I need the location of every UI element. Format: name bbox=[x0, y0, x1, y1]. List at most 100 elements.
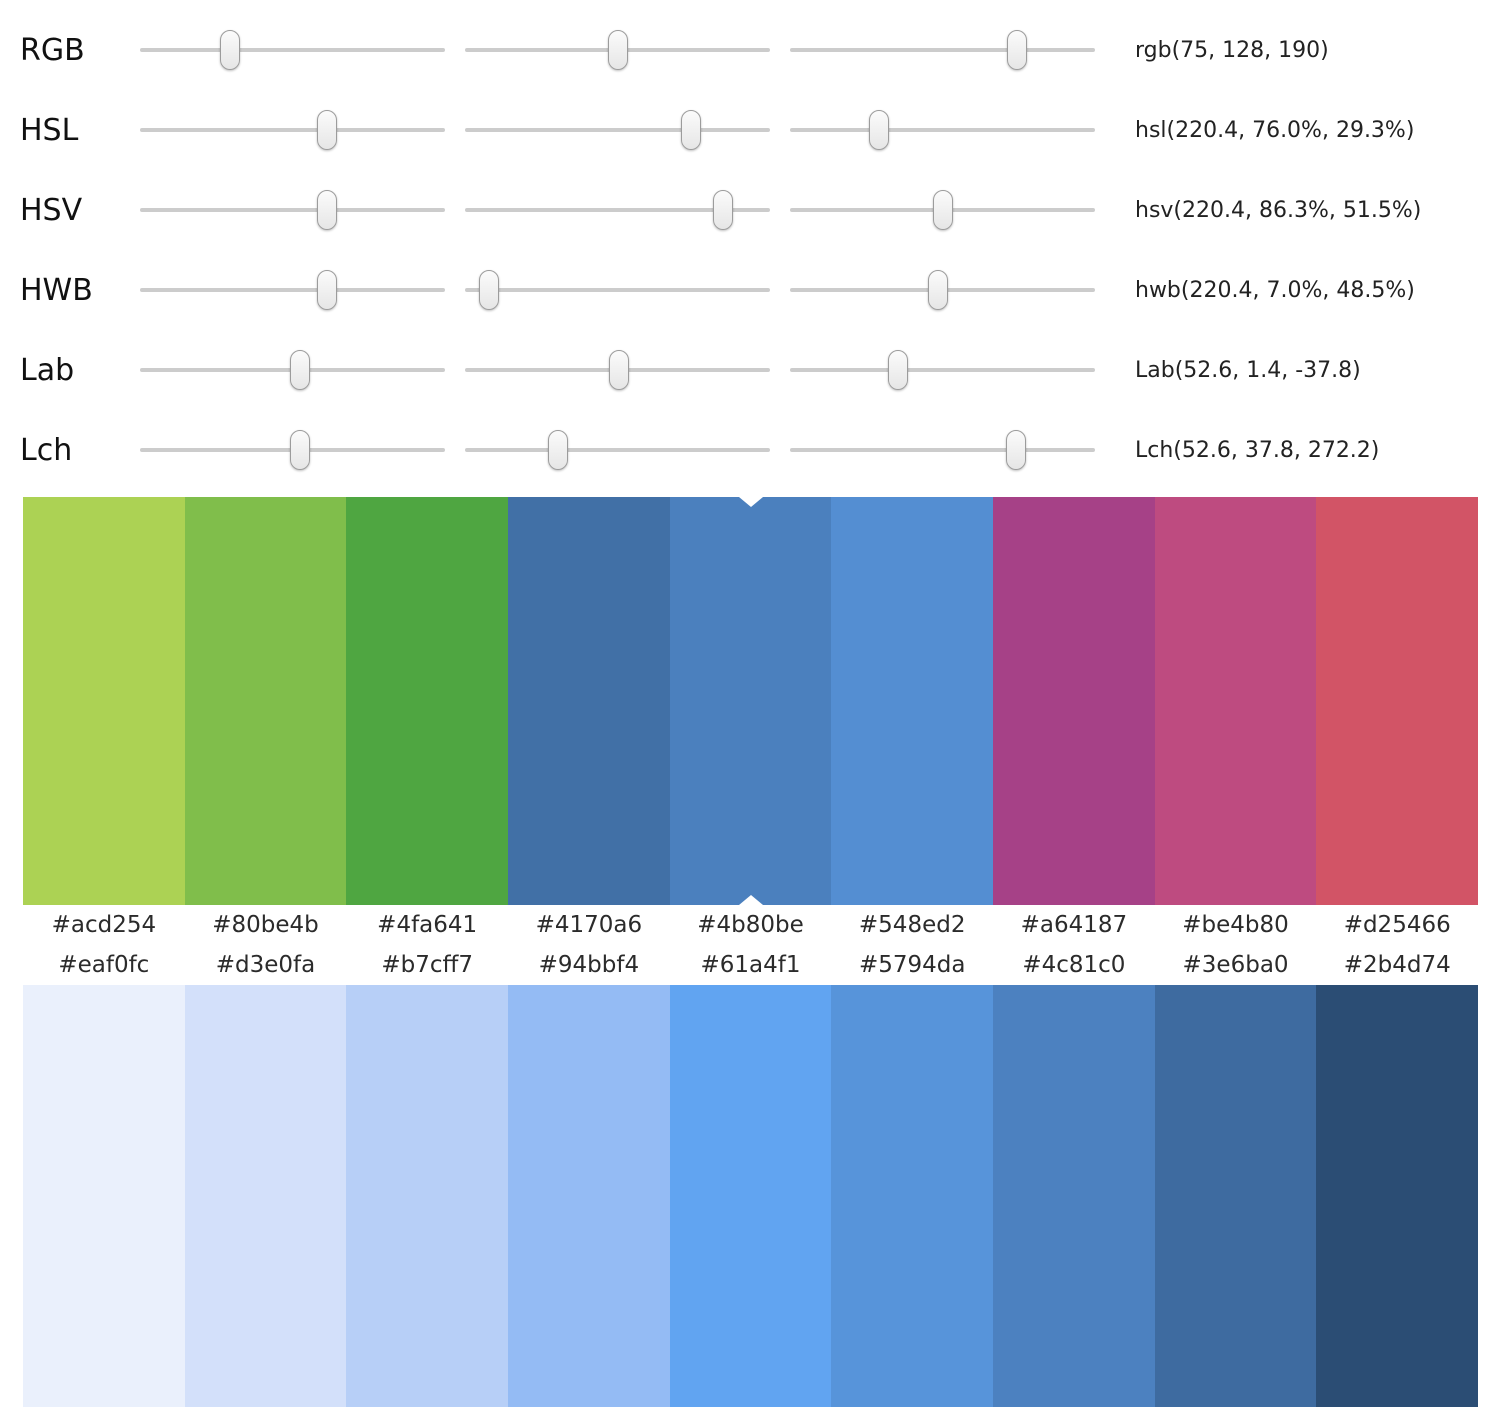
hex-label: #d25466 bbox=[1343, 912, 1451, 938]
slider-thumb[interactable] bbox=[219, 30, 240, 70]
slider-track[interactable] bbox=[140, 288, 445, 292]
slider-track[interactable] bbox=[465, 288, 770, 292]
slider-thumb[interactable] bbox=[712, 190, 733, 230]
palette-swatch[interactable] bbox=[23, 985, 185, 1407]
hex-label: #a64187 bbox=[1020, 912, 1128, 938]
hex-label: #2b4d74 bbox=[1343, 952, 1451, 978]
slider-thumb[interactable] bbox=[316, 190, 337, 230]
palette-swatch[interactable] bbox=[993, 985, 1155, 1407]
hsv-channel-3-slider[interactable] bbox=[790, 186, 1095, 234]
lab-channel-1-slider[interactable] bbox=[140, 346, 445, 394]
hex-label: #b7cff7 bbox=[381, 952, 473, 978]
palette-top bbox=[23, 497, 1479, 905]
hsv-channel-1-slider[interactable] bbox=[140, 186, 445, 234]
hex-label: #4c81c0 bbox=[1022, 952, 1126, 978]
hsl-channel-3-slider[interactable] bbox=[790, 106, 1095, 154]
slider-thumb[interactable] bbox=[887, 350, 908, 390]
slider-thumb[interactable] bbox=[548, 430, 569, 470]
hex-label: #548ed2 bbox=[858, 912, 966, 938]
palette-bottom-labels: #eaf0fc #d3e0fa #b7cff7 #94bbf4 #61a4f1 … bbox=[23, 945, 1478, 985]
slider-thumb[interactable] bbox=[608, 30, 629, 70]
palette-swatch[interactable] bbox=[831, 985, 994, 1407]
color-value-hsv: hsv(220.4, 86.3%, 51.5%) bbox=[1135, 197, 1422, 223]
palette-swatch[interactable] bbox=[831, 497, 994, 905]
palette-swatch[interactable] bbox=[346, 985, 509, 1407]
hex-label: #80be4b bbox=[212, 912, 319, 938]
slider-track[interactable] bbox=[790, 48, 1095, 52]
lab-channel-3-slider[interactable] bbox=[790, 346, 1095, 394]
color-value-hwb: hwb(220.4, 7.0%, 48.5%) bbox=[1135, 277, 1415, 303]
hwb-channel-1-slider[interactable] bbox=[140, 266, 445, 314]
slider-row-hsl: HSL hsl(220.4, 76.0%, 29.3%) bbox=[20, 90, 1501, 170]
rgb-channel-3-slider[interactable] bbox=[790, 26, 1095, 74]
color-value-rgb: rgb(75, 128, 190) bbox=[1135, 37, 1329, 63]
hex-label: #4fa641 bbox=[377, 912, 478, 938]
slider-track[interactable] bbox=[790, 128, 1095, 132]
color-value-lch: Lch(52.6, 37.8, 272.2) bbox=[1135, 437, 1380, 463]
rgb-channel-1-slider[interactable] bbox=[140, 26, 445, 74]
palette-swatch-selected[interactable] bbox=[669, 497, 832, 905]
hex-label: #acd254 bbox=[51, 912, 157, 938]
lch-channel-1-slider[interactable] bbox=[140, 426, 445, 474]
slider-thumb[interactable] bbox=[680, 110, 701, 150]
rgb-channel-2-slider[interactable] bbox=[465, 26, 770, 74]
palette-swatch[interactable] bbox=[346, 497, 509, 905]
slider-track[interactable] bbox=[140, 128, 445, 132]
slider-track[interactable] bbox=[140, 208, 445, 212]
colorspace-label-hwb: HWB bbox=[20, 272, 93, 308]
palette-swatch[interactable] bbox=[1154, 985, 1317, 1407]
slider-track[interactable] bbox=[465, 448, 770, 452]
hex-label: #3e6ba0 bbox=[1182, 952, 1289, 978]
slider-thumb[interactable] bbox=[927, 270, 948, 310]
slider-row-rgb: RGB rgb(75, 128, 190) bbox=[20, 10, 1501, 90]
palette-swatch[interactable] bbox=[1154, 497, 1317, 905]
palette-swatch[interactable] bbox=[508, 497, 670, 905]
lch-channel-3-slider[interactable] bbox=[790, 426, 1095, 474]
palette-swatch[interactable] bbox=[1316, 497, 1479, 905]
hex-label: #4b80be bbox=[697, 912, 804, 938]
slider-thumb[interactable] bbox=[609, 350, 630, 390]
lab-channel-2-slider[interactable] bbox=[465, 346, 770, 394]
slider-track[interactable] bbox=[465, 208, 770, 212]
slider-thumb[interactable] bbox=[932, 190, 953, 230]
slider-track[interactable] bbox=[140, 48, 445, 52]
slider-row-lab: Lab Lab(52.6, 1.4, -37.8) bbox=[20, 330, 1501, 410]
palette-swatch[interactable] bbox=[1316, 985, 1479, 1407]
hex-label: #d3e0fa bbox=[215, 952, 316, 978]
palette-swatch[interactable] bbox=[184, 985, 347, 1407]
hex-label: #be4b80 bbox=[1182, 912, 1289, 938]
palette-top-labels: #acd254 #80be4b #4fa641 #4170a6 #4b80be … bbox=[23, 905, 1478, 945]
slider-row-lch: Lch Lch(52.6, 37.8, 272.2) bbox=[20, 410, 1501, 490]
palette-swatch[interactable] bbox=[508, 985, 670, 1407]
palette-swatch[interactable] bbox=[23, 497, 185, 905]
palette-swatch[interactable] bbox=[669, 985, 832, 1407]
hsl-channel-1-slider[interactable] bbox=[140, 106, 445, 154]
slider-thumb[interactable] bbox=[1005, 430, 1026, 470]
slider-thumb[interactable] bbox=[479, 270, 500, 310]
slider-thumb[interactable] bbox=[316, 110, 337, 150]
slider-track[interactable] bbox=[790, 368, 1095, 372]
slider-thumb[interactable] bbox=[290, 430, 311, 470]
hex-label: #61a4f1 bbox=[700, 952, 801, 978]
lch-channel-2-slider[interactable] bbox=[465, 426, 770, 474]
palette-swatch[interactable] bbox=[993, 497, 1155, 905]
slider-thumb[interactable] bbox=[869, 110, 890, 150]
colorspace-label-hsl: HSL bbox=[20, 112, 79, 148]
selection-notch-bottom-icon bbox=[738, 895, 763, 905]
colorspace-label-rgb: RGB bbox=[20, 32, 85, 68]
colorspace-label-lch: Lch bbox=[20, 432, 73, 468]
selection-notch-top-icon bbox=[738, 497, 763, 507]
slider-track[interactable] bbox=[465, 128, 770, 132]
hwb-channel-3-slider[interactable] bbox=[790, 266, 1095, 314]
hex-label: #94bbf4 bbox=[538, 952, 640, 978]
hsl-channel-2-slider[interactable] bbox=[465, 106, 770, 154]
hsv-channel-2-slider[interactable] bbox=[465, 186, 770, 234]
hwb-channel-2-slider[interactable] bbox=[465, 266, 770, 314]
slider-thumb[interactable] bbox=[290, 350, 311, 390]
hex-label: #eaf0fc bbox=[58, 952, 150, 978]
palette-swatch[interactable] bbox=[184, 497, 347, 905]
slider-thumb[interactable] bbox=[1007, 30, 1028, 70]
slider-thumb[interactable] bbox=[316, 270, 337, 310]
slider-track[interactable] bbox=[790, 448, 1095, 452]
hex-label: #5794da bbox=[858, 952, 966, 978]
